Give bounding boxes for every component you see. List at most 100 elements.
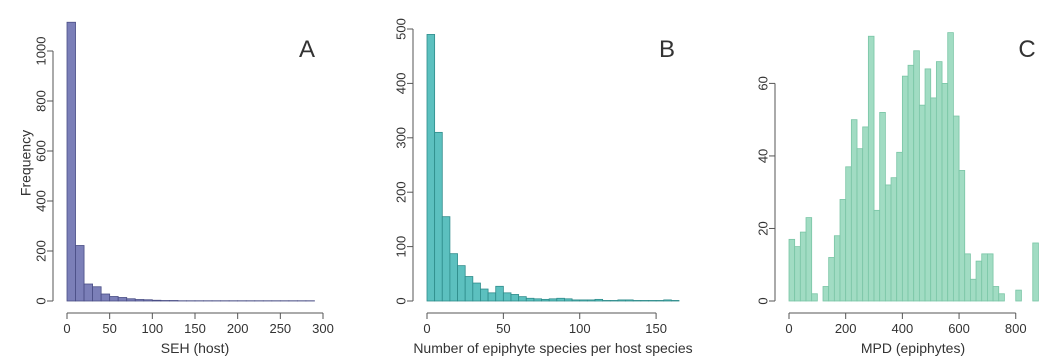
histogram-bar [502, 292, 512, 302]
histogram-bar [648, 300, 657, 302]
histogram-bar [896, 151, 903, 302]
x-tick-label: 800 [1005, 321, 1027, 336]
histogram-bar [495, 285, 504, 302]
y-tick-label: 800 [33, 90, 48, 112]
x-tick-label: 400 [892, 321, 914, 336]
y-tick-label: 60 [755, 76, 770, 90]
histogram-bar [100, 293, 111, 302]
histogram-bar [449, 253, 458, 302]
x-tick-label: 0 [785, 321, 792, 336]
histogram-bar [625, 299, 634, 302]
histogram-bar [833, 235, 841, 302]
x-tick-label: 50 [496, 321, 510, 336]
panel-letter: C [1018, 36, 1035, 63]
histogram-bar [670, 300, 680, 302]
y-tick-label: 200 [393, 181, 408, 203]
x-tick-label: 150 [184, 321, 206, 336]
y-tick-label: 0 [755, 297, 770, 304]
y-tick-label: 500 [393, 18, 408, 40]
y-tick-label: 0 [393, 297, 408, 304]
histogram-bar [143, 299, 153, 302]
x-tick-label: 200 [227, 321, 249, 336]
y-tick-label: 100 [393, 236, 408, 258]
histogram-bar [879, 112, 886, 302]
histogram-bar [487, 292, 497, 302]
histogram-bar [992, 286, 1000, 302]
histogram-bar [632, 300, 642, 302]
histogram-bar [640, 300, 649, 302]
histogram-bar [510, 294, 520, 302]
y-tick-label: 20 [755, 221, 770, 235]
histogram-bar [811, 293, 818, 302]
x-tick-label: 0 [63, 321, 70, 336]
histogram-bar [151, 299, 162, 302]
histogram-bar [958, 170, 966, 302]
y-tick-label: 200 [33, 240, 48, 262]
histogram-bar [609, 300, 619, 302]
histogram-bar [518, 296, 527, 302]
histogram-bar [845, 166, 852, 302]
histogram-bar [663, 299, 672, 302]
y-tick-label: 300 [393, 127, 408, 149]
histogram-bar [109, 296, 119, 302]
histogram-bar [930, 97, 937, 302]
histogram-bar [924, 68, 932, 302]
histogram-bar [947, 32, 954, 302]
y-tick-label: 1000 [33, 37, 48, 66]
histogram-bar [83, 283, 93, 302]
panel-letter: B [659, 36, 675, 63]
histogram-bar [655, 300, 665, 302]
histogram-bar [805, 217, 813, 302]
histogram-bar [998, 293, 1005, 302]
histogram-bar [856, 148, 864, 302]
histogram-bar [472, 282, 481, 302]
chart-panel-b: 0 50 100 150 Number of epiphyte species per … [393, 18, 692, 356]
x-tick-label: 150 [645, 321, 667, 336]
histogram-bar [457, 265, 466, 302]
x-tick-label: 250 [269, 321, 291, 336]
x-tick-label: 50 [102, 321, 116, 336]
histogram-bar [548, 298, 558, 302]
histogram-bar [964, 253, 971, 302]
y-tick-label: 600 [33, 140, 48, 162]
y-tick-label: 400 [33, 190, 48, 212]
histogram-bar [918, 104, 926, 302]
chart-panel-c: 0 200 400 600 800 MPD (epiphytes) 0 20 40 60 C [755, 32, 1039, 356]
histogram-bar [935, 61, 943, 302]
histogram-bar [75, 245, 85, 302]
histogram-bar [579, 299, 588, 302]
x-tick-label: 600 [948, 321, 970, 336]
histogram-bar [617, 299, 626, 302]
histogram-bar [434, 131, 443, 302]
histogram-bar [126, 298, 136, 302]
x-axis-label: Number of epiphyte species per host spec… [413, 340, 692, 356]
histogram-bar [464, 276, 474, 302]
histogram-bar [799, 231, 807, 302]
histogram-bar [794, 246, 801, 302]
x-tick-label: 0 [423, 321, 430, 336]
histogram-bar [134, 299, 145, 302]
x-tick-label: 200 [835, 321, 857, 336]
histogram-bar [862, 126, 869, 302]
histogram-bar [92, 286, 102, 302]
histogram-bar [564, 298, 573, 302]
x-axis-label: SEH (host) [161, 340, 229, 356]
histogram-bar [160, 300, 170, 302]
y-axis-label: Frequency [18, 130, 34, 196]
histogram-bar [822, 286, 830, 302]
x-tick-label: 100 [141, 321, 163, 336]
histogram-bar [533, 298, 542, 302]
histogram-bar [867, 35, 875, 302]
histogram-bar [1032, 242, 1039, 302]
histogram-bar [975, 260, 983, 302]
histogram-bar [525, 297, 535, 302]
histogram-bar [541, 298, 550, 302]
histogram-bar [788, 238, 796, 302]
histogram-bar [571, 299, 581, 302]
y-tick-label: 400 [393, 73, 408, 95]
histogram-bar [839, 199, 847, 302]
x-axis-label: MPD (epiphytes) [861, 340, 965, 356]
histogram-bar [426, 34, 436, 302]
histogram-bar [941, 83, 949, 302]
